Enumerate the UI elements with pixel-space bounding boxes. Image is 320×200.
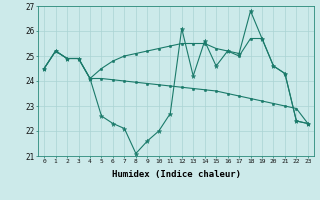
X-axis label: Humidex (Indice chaleur): Humidex (Indice chaleur) xyxy=(111,170,241,179)
